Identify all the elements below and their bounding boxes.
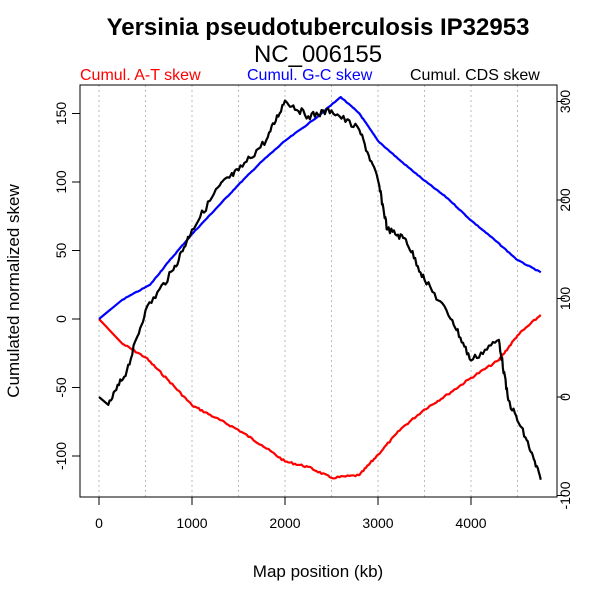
plot-frame xyxy=(79,84,558,498)
series-line-cds xyxy=(98,99,542,480)
legend-at: Cumul. A-T skew xyxy=(80,67,201,84)
y-left-tick-label: 150 xyxy=(53,102,69,126)
y-left-tick-label: 50 xyxy=(53,243,69,259)
x-tick-label: 2000 xyxy=(269,515,300,531)
y-axis-label: Cumulated normalized skew xyxy=(4,184,23,398)
x-tick-label: 3000 xyxy=(362,515,393,531)
series-line-at xyxy=(98,314,542,480)
y-right-tick-label: -100 xyxy=(557,481,573,509)
legend-gc: Cumul. G-C skew xyxy=(247,67,373,84)
chart-title: Yersinia pseudotuberculosis IP32953 xyxy=(107,14,530,41)
y-right-tick-label: 0 xyxy=(557,393,573,401)
y-right-tick-label: 200 xyxy=(557,188,573,212)
x-axis-label: Map position (kb) xyxy=(253,562,383,581)
y-left-tick-label: -50 xyxy=(53,377,69,397)
x-tick-label: 1000 xyxy=(176,515,207,531)
y-left-tick-label: -100 xyxy=(53,442,69,470)
legend-cds: Cumul. CDS skew xyxy=(410,67,540,84)
x-tick-label: 0 xyxy=(95,515,103,531)
y-left-tick-label: 0 xyxy=(53,315,69,323)
y-right-tick-label: 300 xyxy=(557,90,573,114)
y-right-tick-label: 100 xyxy=(557,287,573,311)
chart-subtitle: NC_006155 xyxy=(254,41,382,68)
y-left-tick-label: 100 xyxy=(53,170,69,194)
x-tick-label: 4000 xyxy=(455,515,486,531)
